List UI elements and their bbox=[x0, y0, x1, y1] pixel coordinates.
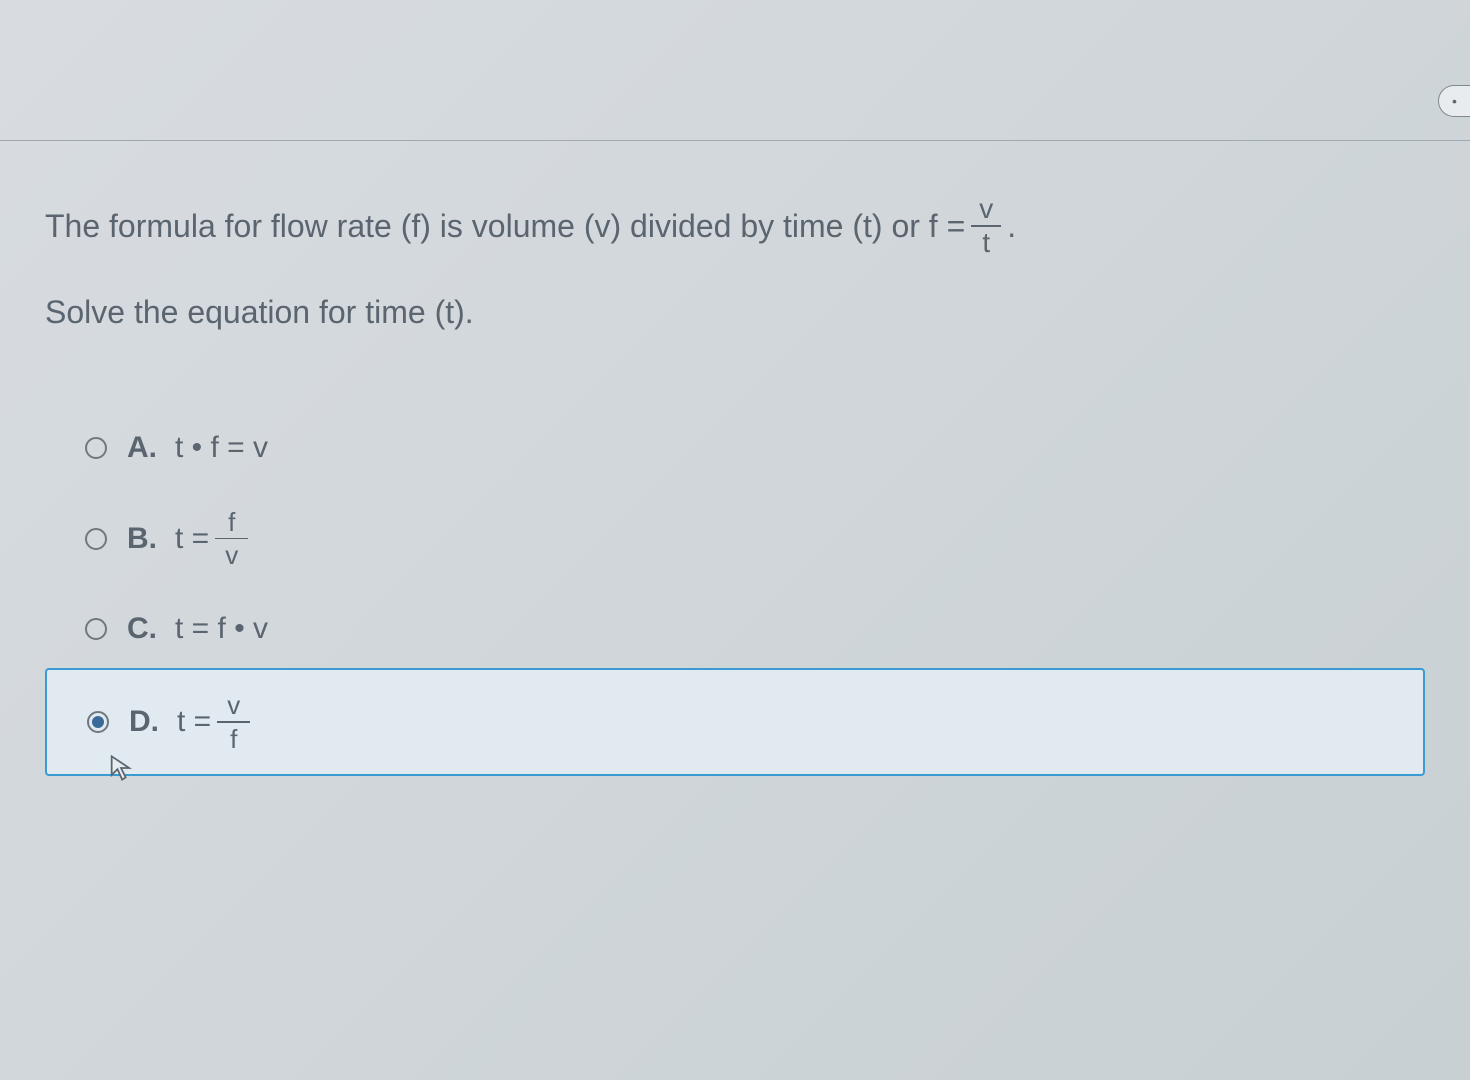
option-letter-d: D. bbox=[129, 705, 159, 739]
option-formula-b: t = f v bbox=[175, 509, 254, 569]
option-d-prefix: t = bbox=[177, 705, 211, 739]
top-divider bbox=[0, 140, 1470, 141]
fraction-denominator: t bbox=[974, 227, 998, 257]
option-letter-c: C. bbox=[127, 612, 157, 646]
option-d[interactable]: D. t = v f bbox=[45, 668, 1425, 776]
question-line-2: Solve the equation for time (t). bbox=[45, 285, 1425, 339]
option-d-num: v bbox=[217, 692, 250, 721]
option-formula-c: t = f • v bbox=[175, 612, 268, 646]
cursor-icon bbox=[107, 754, 135, 782]
question-line-1: The formula for flow rate (f) is volume … bbox=[45, 195, 1425, 257]
right-indicator-pill[interactable] bbox=[1438, 85, 1470, 117]
question-content: The formula for flow rate (f) is volume … bbox=[45, 195, 1425, 776]
fraction-numerator: v bbox=[971, 195, 1001, 225]
question-fraction: v t bbox=[971, 195, 1001, 257]
option-d-den: f bbox=[220, 723, 247, 752]
option-c[interactable]: C. t = f • v bbox=[45, 590, 1425, 668]
option-letter-a: A. bbox=[127, 431, 157, 465]
question-suffix: . bbox=[1007, 199, 1016, 253]
option-formula-d: t = v f bbox=[177, 692, 256, 752]
option-formula-a: t • f = v bbox=[175, 431, 268, 465]
question-prefix: The formula for flow rate (f) is volume … bbox=[45, 199, 965, 253]
radio-b[interactable] bbox=[85, 528, 107, 550]
option-b[interactable]: B. t = f v bbox=[45, 487, 1425, 591]
option-d-fraction: v f bbox=[217, 692, 250, 752]
option-a[interactable]: A. t • f = v bbox=[45, 409, 1425, 487]
option-b-prefix: t = bbox=[175, 522, 209, 556]
radio-d[interactable] bbox=[87, 711, 109, 733]
radio-c[interactable] bbox=[85, 618, 107, 640]
radio-a[interactable] bbox=[85, 437, 107, 459]
options-list: A. t • f = v B. t = f v C. t = f • v D. bbox=[45, 409, 1425, 776]
option-letter-b: B. bbox=[127, 522, 157, 556]
question-text: The formula for flow rate (f) is volume … bbox=[45, 195, 1425, 339]
option-b-den: v bbox=[215, 539, 248, 568]
option-b-num: f bbox=[218, 509, 245, 538]
option-b-fraction: f v bbox=[215, 509, 248, 569]
